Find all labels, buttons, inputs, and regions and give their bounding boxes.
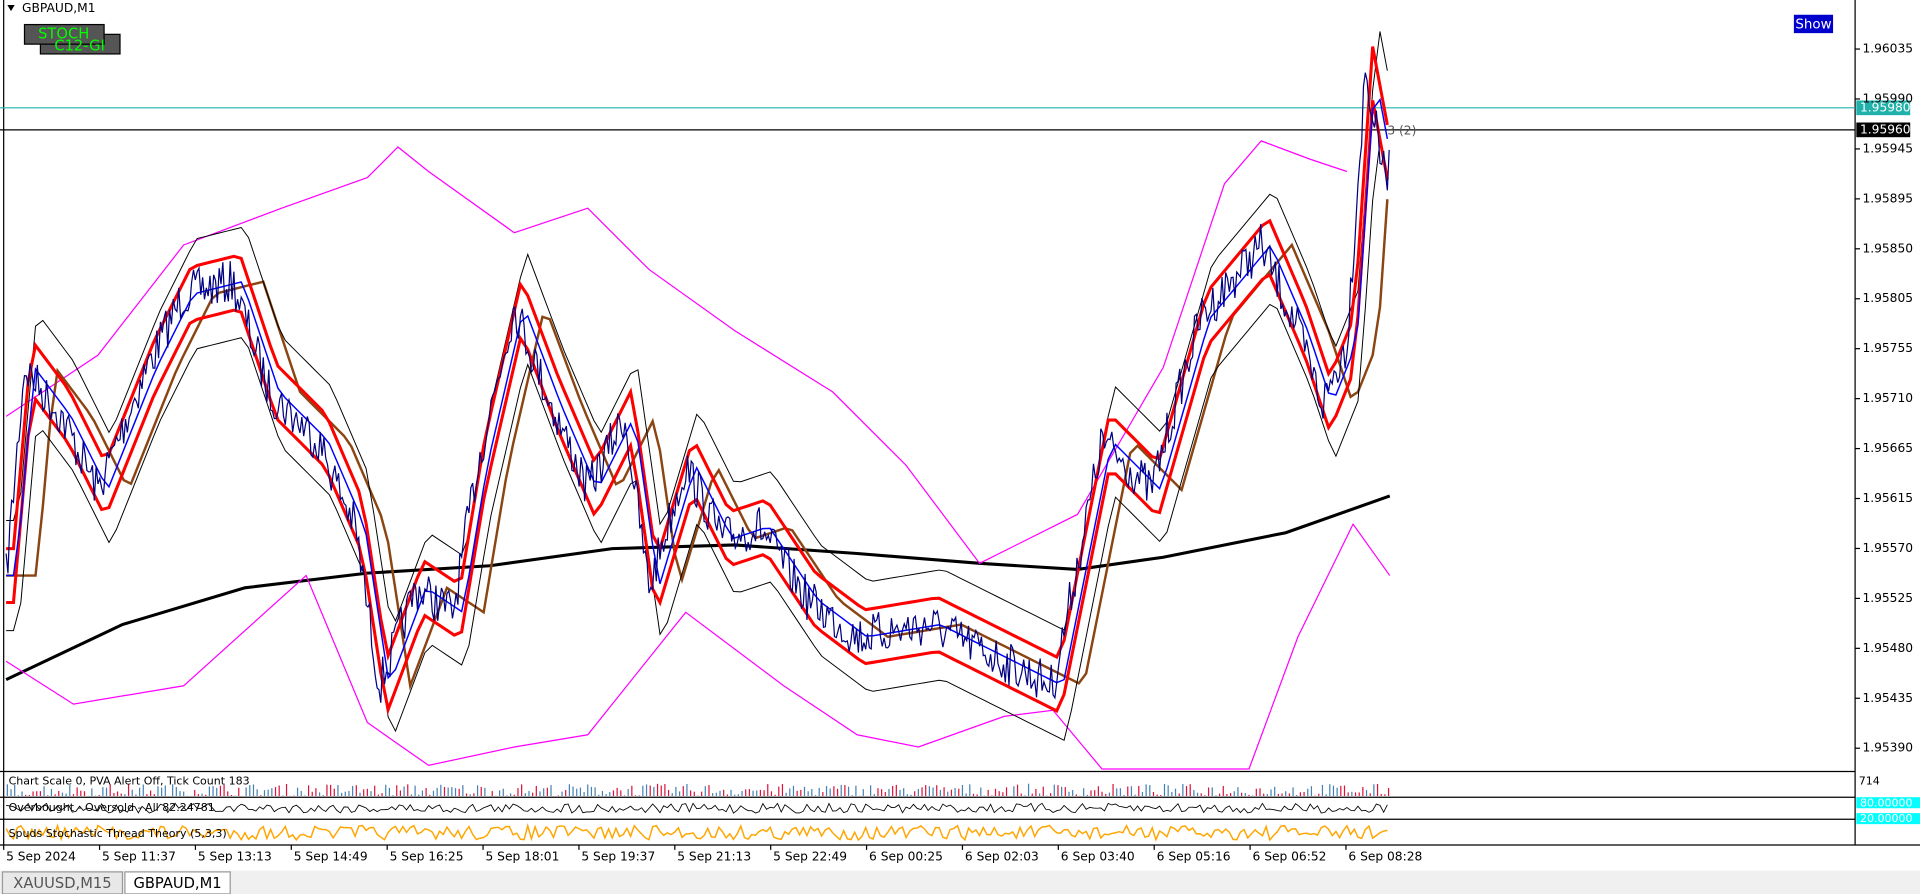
price-label: 1.95665 xyxy=(1862,441,1913,455)
show-label[interactable]: Show xyxy=(1795,18,1831,33)
price-label: 1.95805 xyxy=(1862,291,1913,305)
ask-marker xyxy=(1856,122,1911,138)
outer-band xyxy=(5,522,1391,770)
time-label: 5 Sep 22:49 xyxy=(773,850,847,864)
ask-label: 1.95960 xyxy=(1860,122,1911,136)
show-button[interactable] xyxy=(1793,14,1834,34)
tab-label[interactable]: GBPAUD,M1 xyxy=(133,875,221,892)
time-label: 5 Sep 2024 xyxy=(6,850,76,864)
price-label: 1.95895 xyxy=(1862,191,1913,205)
tab-bar xyxy=(0,870,1920,894)
ma-fast xyxy=(6,97,1389,684)
price-label: 1.95945 xyxy=(1862,141,1913,155)
volume-label: Chart Scale 0, PVA Alert Off, Tick Count… xyxy=(9,774,250,787)
time-label: 5 Sep 14:49 xyxy=(294,850,368,864)
time-label: 5 Sep 11:37 xyxy=(102,850,176,864)
price-label: 1.95615 xyxy=(1862,491,1913,505)
annotation: 3 (2) xyxy=(1387,124,1416,138)
price-label: 1.95850 xyxy=(1862,241,1913,255)
ma-slow xyxy=(6,199,1389,691)
symbol-title: GBPAUD,M1 xyxy=(22,1,95,15)
time-label: 6 Sep 02:03 xyxy=(965,850,1039,864)
band-lower xyxy=(6,141,1388,741)
price-label: 1.96035 xyxy=(1862,42,1913,56)
button-label[interactable]: STOCH xyxy=(38,25,89,42)
time-label: 5 Sep 16:25 xyxy=(390,850,464,864)
time-label: 6 Sep 06:52 xyxy=(1253,850,1327,864)
bid-marker xyxy=(1856,100,1911,116)
time-label: 6 Sep 00:25 xyxy=(869,850,943,864)
time-label: 5 Sep 18:01 xyxy=(486,850,560,864)
time-label: 6 Sep 05:16 xyxy=(1157,850,1231,864)
obos-label: Overbought - Oversold - All 82.24781 xyxy=(9,801,215,814)
band-upper xyxy=(6,31,1388,631)
bid-label: 1.95980 xyxy=(1860,100,1911,114)
price xyxy=(5,72,1390,703)
price-label: 1.95990 xyxy=(1862,91,1913,105)
time-label: 6 Sep 08:28 xyxy=(1348,850,1422,864)
price-label: 1.95755 xyxy=(1862,341,1913,355)
time-label: 5 Sep 21:13 xyxy=(677,850,751,864)
button-label[interactable]: C12-GI xyxy=(54,38,104,55)
tab-label[interactable]: XAUUSD,M15 xyxy=(13,875,111,892)
time-label: 5 Sep 19:37 xyxy=(581,850,655,864)
level-marker xyxy=(1856,813,1920,825)
button[interactable] xyxy=(23,23,105,45)
price-label: 1.95570 xyxy=(1862,541,1913,555)
collapse-icon xyxy=(7,4,15,12)
stoch-label: Spuds Stochastic Thread Theory (5,3,3) xyxy=(9,827,227,840)
price-label: 1.95480 xyxy=(1862,641,1913,655)
price-label: 1.95525 xyxy=(1862,591,1913,605)
price-label: 1.95390 xyxy=(1862,741,1913,755)
level-label: 80.00000 xyxy=(1860,796,1913,809)
time-label: 6 Sep 03:40 xyxy=(1061,850,1135,864)
volume-max: 714 xyxy=(1859,774,1880,787)
stochastic xyxy=(5,823,1388,842)
price-label: 1.95435 xyxy=(1862,691,1913,705)
time-label: 5 Sep 13:13 xyxy=(198,850,272,864)
level-label: 20.00000 xyxy=(1860,812,1913,825)
outer-band xyxy=(5,140,1348,565)
level-marker xyxy=(1856,797,1920,809)
price-label: 1.95710 xyxy=(1862,391,1913,405)
oscillator xyxy=(6,802,1388,814)
